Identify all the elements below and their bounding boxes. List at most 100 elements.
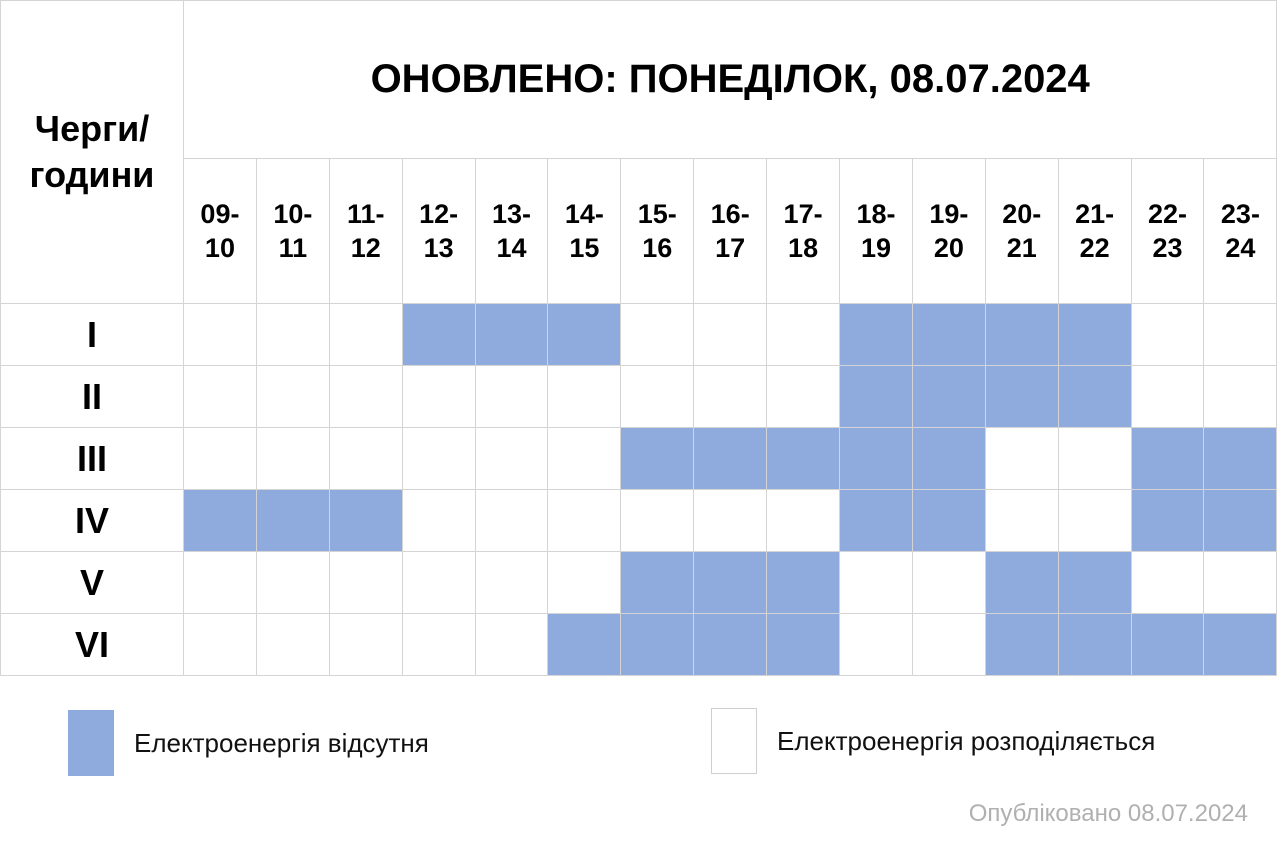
hour-header: 14- 15 [547,158,622,304]
hour-end: 10 [204,233,235,263]
slot-outage [401,303,476,366]
slot-outage [839,489,913,552]
slot-available [1130,303,1205,366]
slot-outage [1057,551,1132,614]
hour-start: 17- [783,199,823,229]
slot-available [1130,551,1205,614]
slot-available [547,365,622,428]
slot-available [984,427,1059,490]
slot-outage [620,551,695,614]
hour-start: 16- [710,199,750,229]
slot-available [401,551,476,614]
slot-available [474,613,549,676]
slot-outage [984,551,1059,614]
slot-available [620,365,695,428]
hour-end: 12 [350,233,381,263]
slot-available [328,365,403,428]
slot-available [474,427,549,490]
queue-label: II [0,365,184,428]
hour-end: 20 [933,233,964,263]
slot-available [547,551,622,614]
legend-available-swatch [711,708,757,774]
slot-available [693,489,768,552]
slot-available [1057,427,1132,490]
slot-available [183,613,257,676]
slot-outage [547,613,622,676]
slot-available [766,365,841,428]
slot-available [1203,365,1278,428]
slot-available [183,551,257,614]
slot-available [255,303,330,366]
slot-available [547,427,622,490]
hour-end: 17 [715,233,746,263]
queue-label: V [0,551,184,614]
slot-available [183,427,257,490]
slot-outage [839,365,913,428]
hour-end: 18 [788,233,819,263]
slot-outage [766,427,841,490]
hour-header: 09- 10 [183,158,257,304]
slot-outage [1203,613,1278,676]
hour-start: 15- [637,199,677,229]
slot-available [620,489,695,552]
corner-header: Черги/ години [0,0,184,304]
slot-outage [474,303,549,366]
hour-header: 15- 16 [620,158,695,304]
slot-outage [839,303,913,366]
slot-outage [911,365,986,428]
slot-outage [984,365,1059,428]
legend-available: Електроенергія розподіляється [711,708,1155,774]
slot-outage [1130,489,1205,552]
hour-header: 13- 14 [474,158,549,304]
slot-available [328,303,403,366]
slot-outage [984,303,1059,366]
slot-available [255,551,330,614]
hour-start: 19- [929,199,969,229]
hour-start: 12- [419,199,459,229]
slot-available [984,489,1059,552]
hour-header: 12- 13 [401,158,476,304]
queue-row: IV [0,489,1278,552]
legend-outage-label: Електроенергія відсутня [134,727,429,758]
slot-available [693,303,768,366]
outage-schedule-table: Черги/ години ОНОВЛЕНО: ПОНЕДІЛОК, 08.07… [0,0,1278,676]
slot-available [255,613,330,676]
slot-outage [255,489,330,552]
hour-start: 21- [1075,199,1115,229]
hour-end: 19 [860,233,891,263]
hour-start: 22- [1148,199,1188,229]
slot-available [1203,551,1278,614]
hour-start: 10- [273,199,313,229]
slot-available [474,365,549,428]
hour-header: 22- 23 [1130,158,1205,304]
hour-header: 10- 11 [255,158,330,304]
hour-end: 15 [569,233,600,263]
hour-header: 21- 22 [1057,158,1132,304]
queue-label: I [0,303,184,366]
slot-outage [547,303,622,366]
queue-row: V [0,551,1278,614]
hours-header-row: 09- 10 10- 11 11- 12 12- 13 13- 14 14- 15 15- 16 16- 17… [1,158,1278,304]
slot-outage [911,303,986,366]
hour-header: 23- 24 [1203,158,1278,304]
slot-outage [1130,427,1205,490]
slot-outage [693,613,768,676]
slot-outage [1057,365,1132,428]
slot-outage [1057,303,1132,366]
slot-available [693,365,768,428]
slot-available [474,551,549,614]
hour-start: 14- [564,199,604,229]
slot-outage [766,613,841,676]
queue-row: I [0,303,1278,366]
slot-available [255,365,330,428]
title-row: Черги/ години ОНОВЛЕНО: ПОНЕДІЛОК, 08.07… [0,0,1278,304]
slot-available [620,303,695,366]
hour-start: 13- [491,199,532,229]
slot-available [766,303,841,366]
slot-available [1057,489,1132,552]
published-date: Опубліковано 08.07.2024 [968,800,1248,827]
slot-outage [1057,613,1132,676]
slot-available [911,551,986,614]
slot-outage [328,489,403,552]
slot-outage [693,427,768,490]
